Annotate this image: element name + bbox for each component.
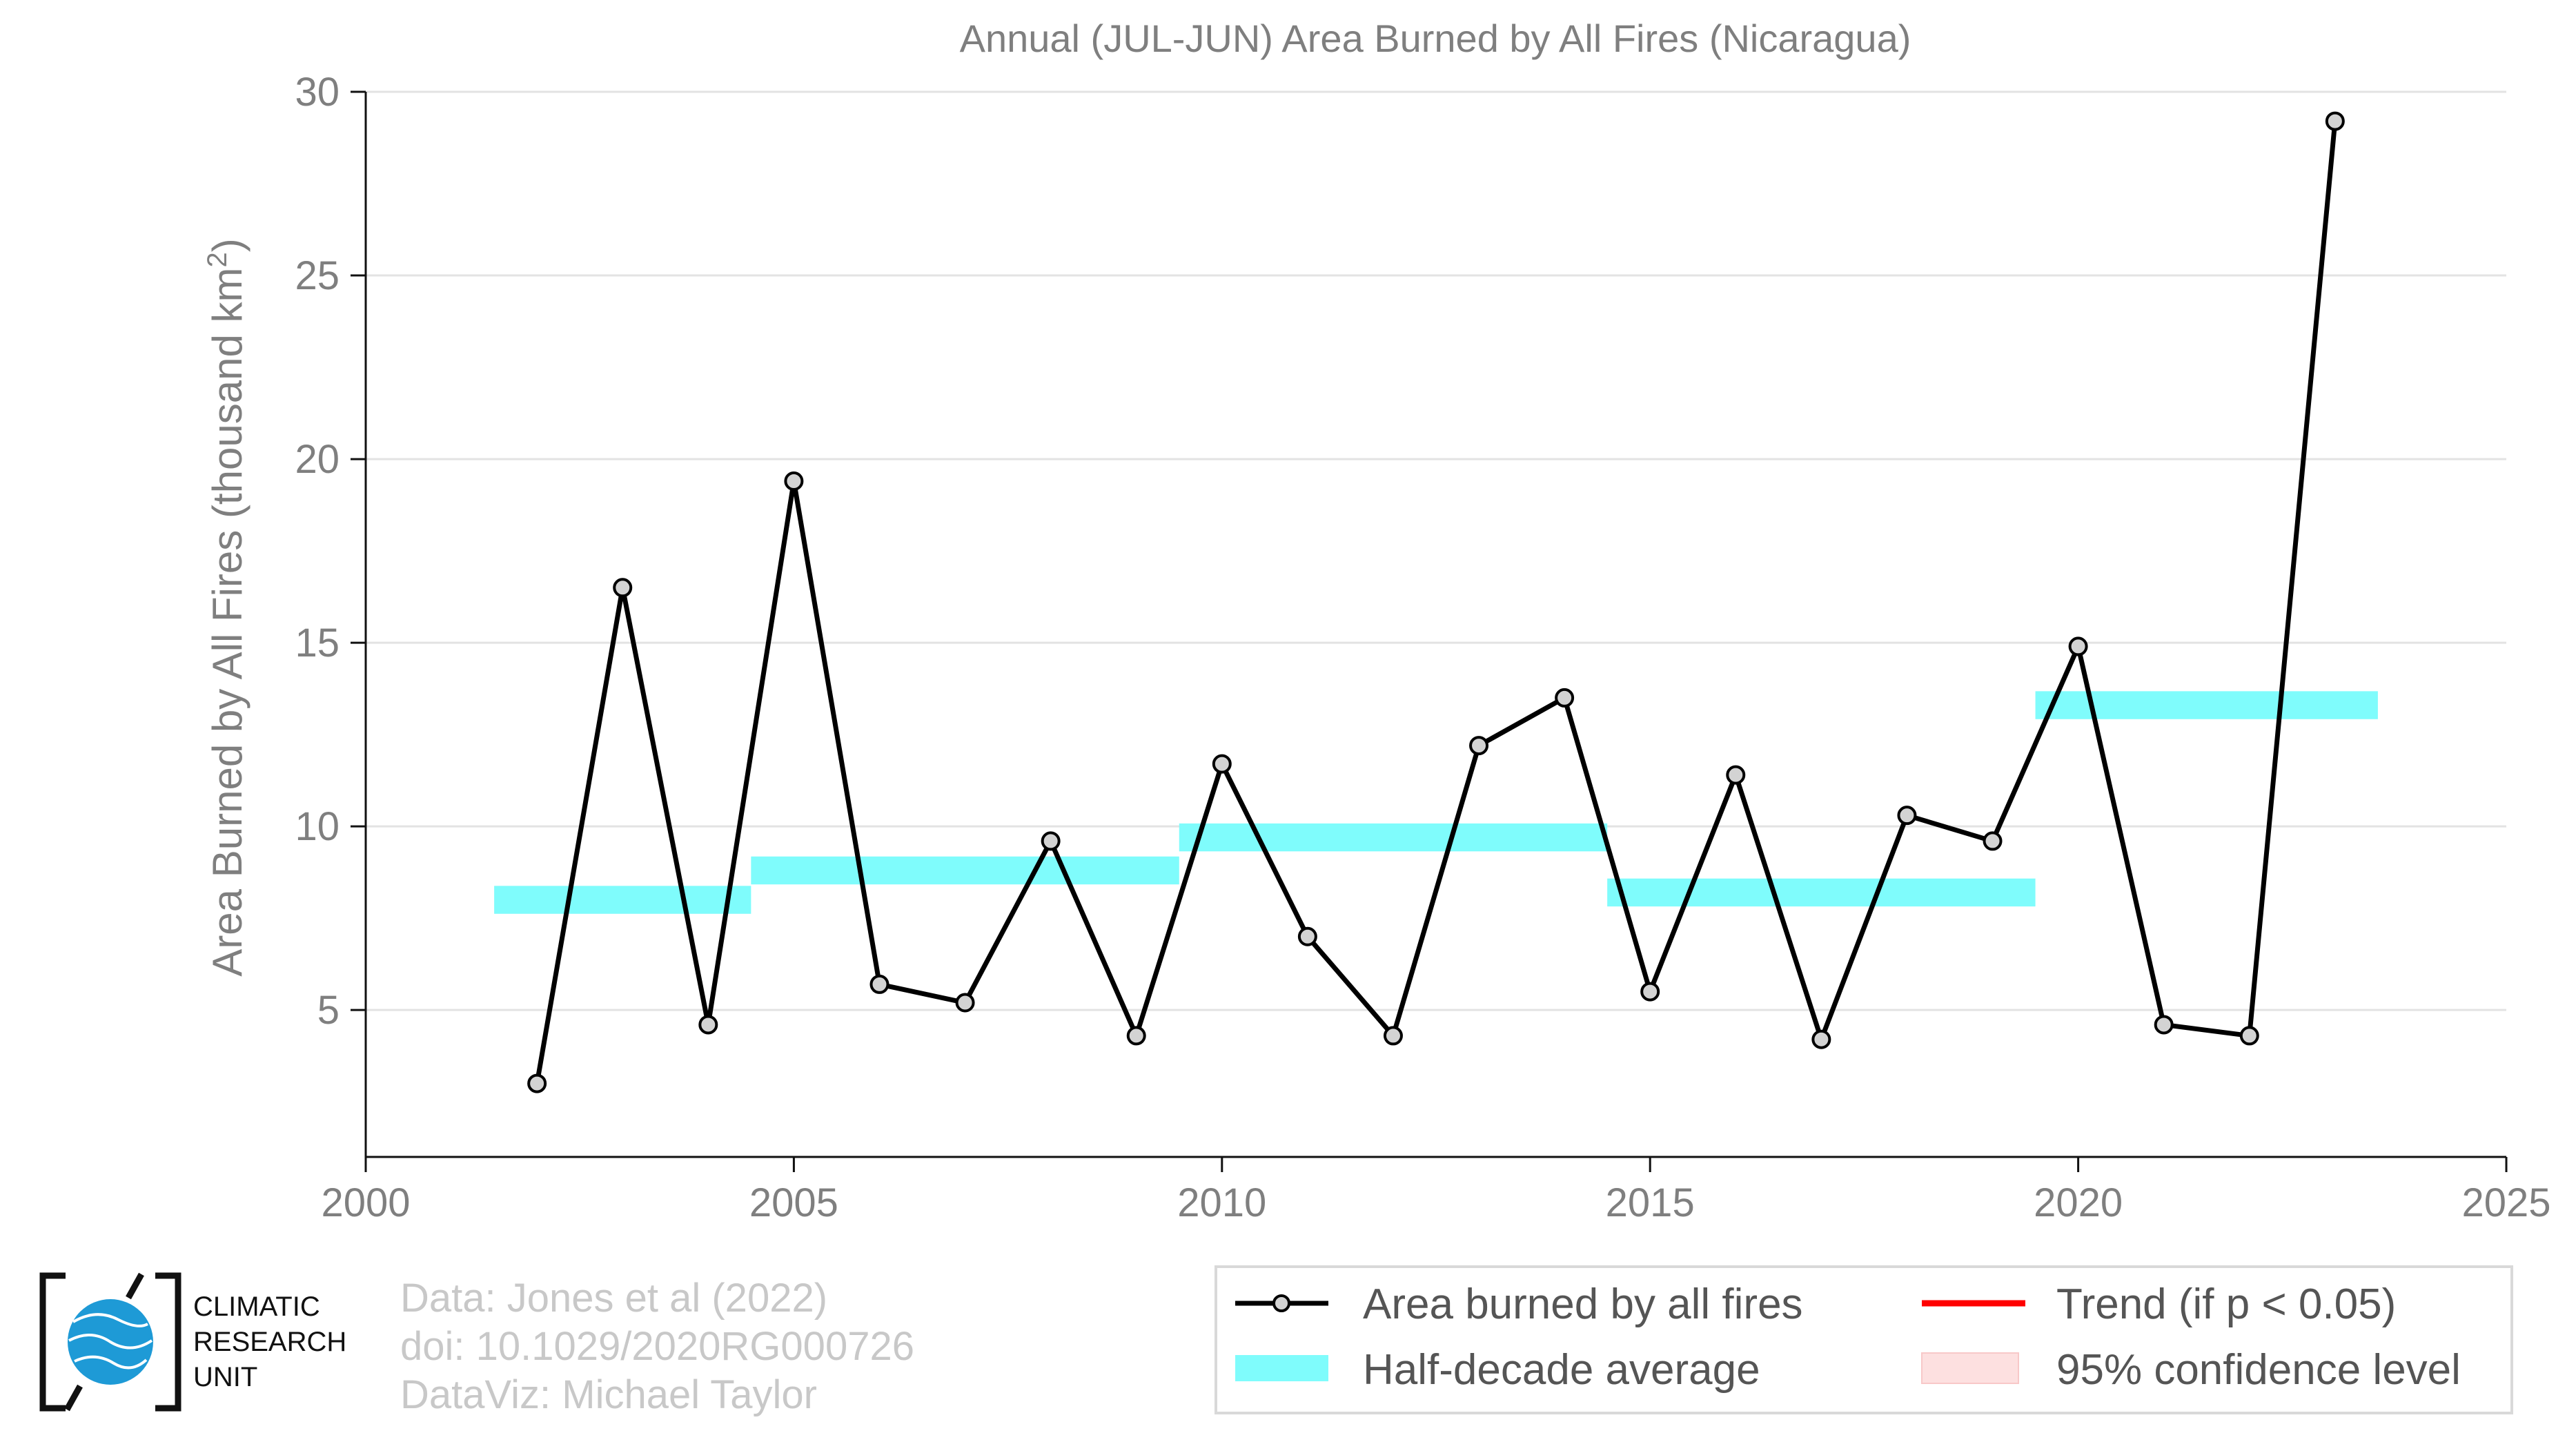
credits: Data: Jones et al (2022) doi: 10.1029/20… <box>400 1276 914 1417</box>
data-point <box>1897 806 1917 826</box>
x-tick-label: 2005 <box>749 1180 838 1225</box>
logo-slash-top <box>126 1272 144 1300</box>
series-line <box>534 121 2338 1084</box>
data-point <box>1383 1026 1403 1046</box>
legend-marker-swatch <box>1272 1294 1290 1312</box>
logo-text-climatic: CLIMATIC <box>193 1292 320 1322</box>
data-point <box>1640 982 1660 1002</box>
data-point <box>527 1073 547 1093</box>
data-point <box>1126 1026 1146 1046</box>
data-point <box>2154 1015 2174 1035</box>
legend-item-confidence: 95% confidence level <box>1921 1346 2461 1394</box>
data-point <box>1811 1029 1831 1049</box>
y-tick-label: 30 <box>295 70 340 115</box>
logo-text-unit: UNIT <box>193 1362 257 1392</box>
globe-wave-3 <box>74 1355 148 1370</box>
data-point <box>1726 765 1746 785</box>
legend: Area burned by all fires Trend (if p < 0… <box>1215 1265 2513 1414</box>
data-point <box>955 993 975 1013</box>
x-tick-label: 2010 <box>1177 1180 1266 1225</box>
half-decade-band <box>2035 691 2378 719</box>
data-point <box>1555 688 1575 708</box>
data-point <box>1041 831 1061 851</box>
logo-text-research: RESEARCH <box>193 1327 346 1357</box>
y-tick-label: 5 <box>317 988 340 1033</box>
logo-slash-bottom <box>64 1384 83 1412</box>
x-tick-label: 2025 <box>2461 1180 2550 1225</box>
legend-band-swatch <box>1235 1355 1328 1381</box>
data-point <box>1469 736 1489 756</box>
data-point <box>2325 111 2345 131</box>
legend-item-half-decade: Half-decade average <box>1235 1346 1760 1394</box>
data-point <box>1983 831 2003 851</box>
cru-logo: CLIMATIC RESEARCH UNIT <box>39 1272 346 1412</box>
y-tick-label: 20 <box>295 437 340 482</box>
half-decade-band <box>1179 823 1608 852</box>
legend-frame <box>1215 1265 2513 1414</box>
series-area-burned <box>527 111 2345 1093</box>
x-tick-label: 2015 <box>1606 1180 1695 1225</box>
legend-label: Area burned by all fires <box>1363 1280 1803 1328</box>
data-point <box>698 1015 718 1035</box>
legend-item-trend: Trend (if p < 0.05) <box>1922 1280 2396 1328</box>
credit-dataviz: DataViz: Michael Taylor <box>400 1372 817 1417</box>
data-point <box>869 974 889 994</box>
y-tick-label: 15 <box>295 621 340 665</box>
legend-item-area-burned: Area burned by all fires <box>1235 1280 1803 1328</box>
chart-title: Annual (JUL-JUN) Area Burned by All Fire… <box>960 17 1911 60</box>
legend-label: Half-decade average <box>1363 1346 1760 1394</box>
logo-bracket-left <box>39 1272 66 1412</box>
y-tick-label: 10 <box>295 804 340 849</box>
credit-doi: doi: 10.1029/2020RG000726 <box>400 1324 914 1369</box>
legend-label: 95% confidence level <box>2056 1346 2461 1394</box>
data-point <box>784 471 804 491</box>
half-decade-band <box>494 886 751 914</box>
y-tick-label: 25 <box>295 253 340 298</box>
half-decade-band <box>1607 878 2036 907</box>
logo-bracket-right <box>155 1272 181 1412</box>
data-point <box>613 578 633 598</box>
y-axis-label: Area Burned by All Fires (thousand km2) <box>202 238 250 976</box>
half-decade-band <box>751 856 1179 885</box>
grid <box>366 90 2506 1011</box>
legend-confidence-swatch <box>1921 1352 2019 1384</box>
half-decade-bands <box>494 691 2378 914</box>
globe-wave-1 <box>72 1313 148 1327</box>
x-tick-label: 2000 <box>321 1180 410 1225</box>
data-point <box>1297 926 1317 946</box>
legend-label: Trend (if p < 0.05) <box>2056 1280 2396 1328</box>
credit-data: Data: Jones et al (2022) <box>400 1276 827 1321</box>
data-point <box>2239 1026 2259 1046</box>
data-point <box>2068 636 2088 656</box>
data-point <box>1212 754 1232 774</box>
x-tick-label: 2020 <box>2034 1180 2123 1225</box>
globe-wave-2 <box>68 1334 153 1350</box>
